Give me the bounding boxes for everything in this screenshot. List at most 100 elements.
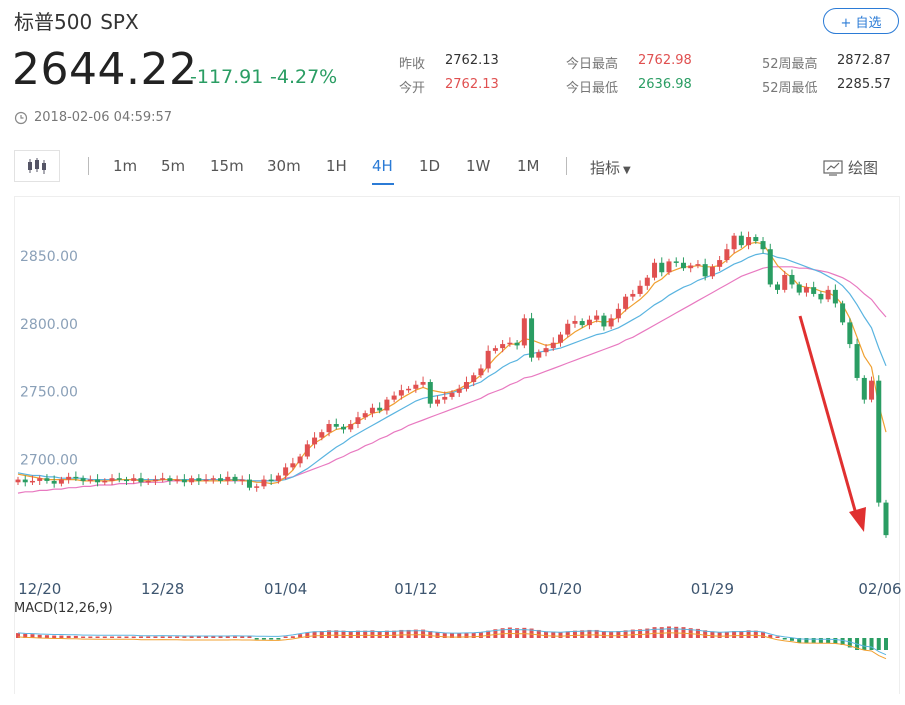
macd-bar (753, 630, 758, 638)
period-4h[interactable]: 4H (372, 157, 393, 175)
candle (181, 474, 187, 487)
candle (796, 281, 802, 296)
candle (869, 376, 875, 403)
chart-frame (14, 196, 900, 694)
macd-bar (645, 628, 650, 638)
macd-bar (732, 631, 737, 638)
candle (883, 499, 889, 538)
stat-label-52w-low: 52周最低 (762, 81, 818, 96)
candle (615, 303, 621, 323)
macd-bar (457, 633, 462, 638)
macd-bar (189, 636, 194, 638)
macd-bar (703, 630, 708, 638)
candle (753, 234, 759, 244)
macd-bar (406, 629, 411, 638)
x-tick-label: 01/29 (691, 580, 734, 598)
macd-bar (442, 633, 447, 638)
candle (659, 257, 665, 277)
candle (789, 269, 795, 289)
draw-button[interactable]: 绘图 (823, 157, 878, 178)
macd-bar (102, 636, 107, 638)
candle (87, 475, 93, 484)
candle (196, 474, 202, 485)
candle (536, 349, 542, 361)
macd-bar (182, 636, 187, 638)
candle (268, 474, 274, 485)
price-change-percent: -4.27% (270, 66, 338, 88)
macd-bar (450, 633, 454, 638)
y-tick-label: 2850.00 (20, 249, 78, 265)
candle (131, 474, 137, 484)
stat-label-open: 今开 (399, 81, 426, 96)
candle (449, 390, 455, 400)
candle (825, 285, 831, 303)
macd-bar (775, 636, 780, 638)
instrument-title: 标普500 SPX (14, 6, 139, 35)
macd-bar (811, 638, 816, 643)
macd-bar (616, 631, 621, 638)
macd-bar (804, 638, 809, 643)
period-1m[interactable]: 1m (113, 157, 138, 175)
period-1h[interactable]: 1H (326, 157, 347, 175)
candle (680, 257, 686, 271)
macd-bar (30, 634, 35, 638)
stat-label-52w-high: 52周最高 (762, 57, 818, 72)
macd-bar (73, 635, 78, 638)
period-1d[interactable]: 1D (419, 157, 441, 175)
macd-bar (471, 632, 476, 638)
add-watchlist-button[interactable]: + 自选 (823, 8, 899, 34)
macd-bar (739, 631, 744, 638)
candle (109, 474, 115, 485)
candle (832, 284, 838, 308)
macd-bar (847, 638, 852, 648)
candle (406, 386, 412, 393)
macd-bar (153, 636, 158, 638)
candle (246, 474, 252, 491)
period-30m[interactable]: 30m (267, 157, 301, 175)
period-15m[interactable]: 15m (210, 157, 244, 175)
period-5m[interactable]: 5m (161, 157, 186, 175)
stat-value-52w-low: 2285.57 (837, 77, 891, 92)
indicator-dropdown[interactable]: 指标 ▼ (590, 157, 631, 178)
macd-label: MACD(12,26,9) (14, 601, 113, 616)
stat-value-open: 2762.13 (445, 77, 499, 92)
candle (29, 475, 35, 485)
candle (398, 384, 404, 400)
candle (283, 463, 289, 480)
candle (644, 274, 650, 290)
candle (666, 258, 672, 275)
macd-bar (630, 629, 635, 638)
macd-bar (59, 635, 64, 638)
macd-bar (717, 632, 722, 638)
candle (333, 418, 339, 430)
macd-bar (464, 633, 469, 638)
macd-bar (580, 630, 585, 638)
macd-bar (688, 628, 693, 638)
period-1w[interactable]: 1W (466, 157, 491, 175)
macd-bar (66, 635, 71, 638)
macd-bar (124, 636, 129, 638)
macd-bar (247, 636, 252, 638)
macd-bar (110, 636, 115, 638)
candlestick-toggle-button[interactable] (14, 150, 60, 182)
macd-bar (204, 636, 209, 638)
macd-bar (283, 636, 288, 638)
macd-bar (146, 636, 151, 638)
candle (152, 475, 158, 485)
stat-label-day-low: 今日最低 (566, 81, 619, 96)
macd-bar (196, 636, 201, 638)
chevron-down-icon: ▼ (623, 165, 631, 176)
macd-bar (558, 632, 563, 638)
macd-bar (884, 638, 888, 650)
draw-chart-icon (823, 159, 843, 176)
candle (51, 475, 57, 488)
candle (391, 391, 397, 403)
candle (746, 231, 752, 250)
candle (377, 402, 383, 414)
period-1mo[interactable]: 1M (517, 157, 540, 175)
candle (601, 312, 607, 331)
candle (579, 318, 585, 328)
candle (637, 280, 643, 297)
candle (688, 262, 694, 273)
